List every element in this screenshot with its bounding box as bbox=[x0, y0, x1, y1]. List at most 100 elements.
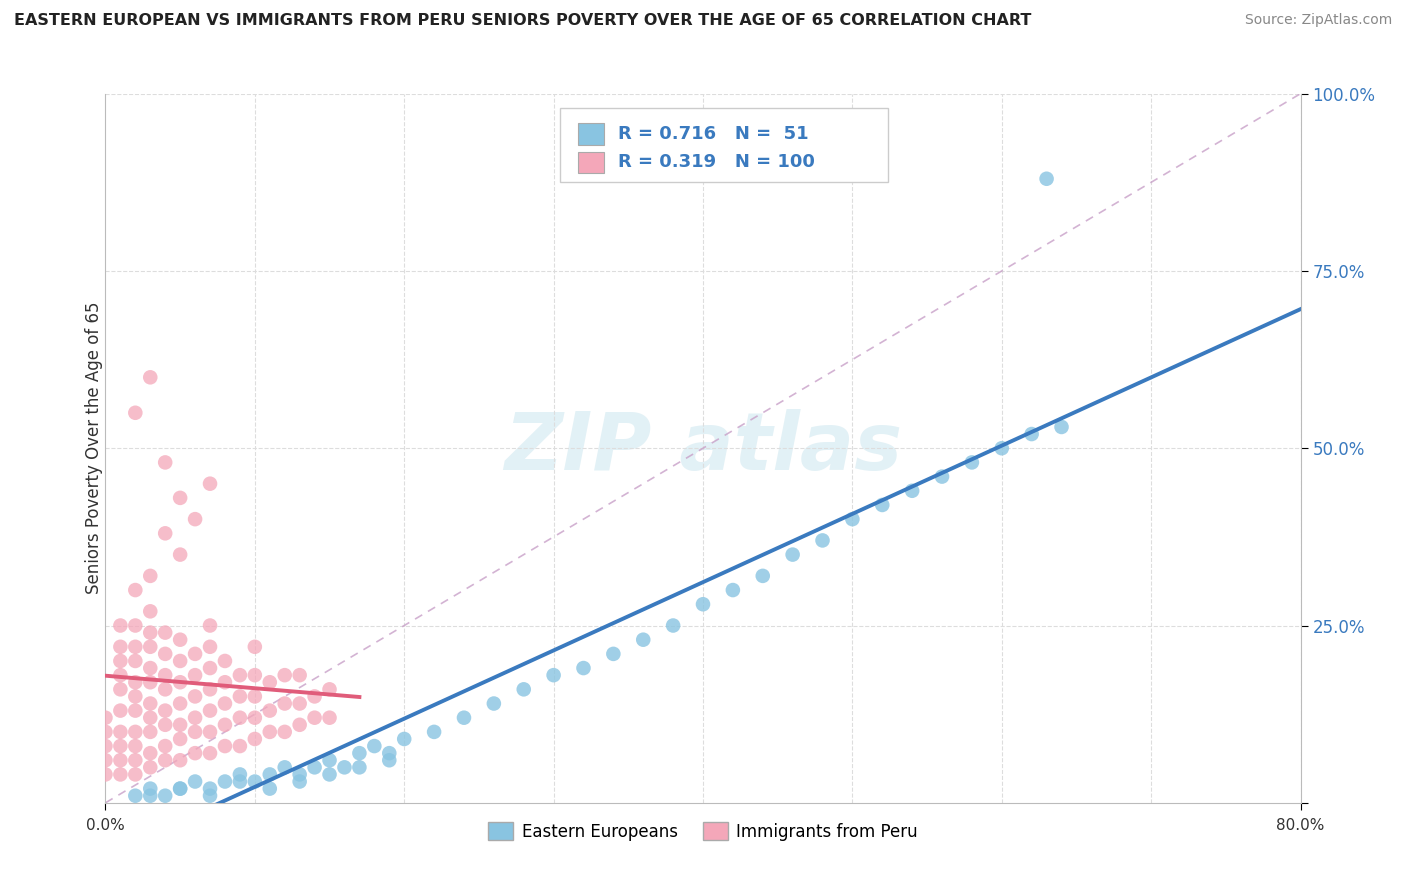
Point bbox=[184, 774, 207, 789]
Point bbox=[155, 455, 177, 469]
Point bbox=[1021, 427, 1043, 442]
Point bbox=[288, 718, 311, 732]
Point bbox=[243, 668, 266, 682]
Point bbox=[273, 668, 295, 682]
Point bbox=[169, 654, 191, 668]
Point bbox=[721, 583, 744, 598]
Point bbox=[394, 731, 416, 746]
Point bbox=[94, 767, 117, 781]
Point bbox=[229, 690, 252, 704]
Point bbox=[94, 753, 117, 767]
Point bbox=[169, 781, 191, 796]
Point bbox=[169, 632, 191, 647]
Point bbox=[273, 724, 295, 739]
Point bbox=[155, 789, 177, 803]
Point bbox=[124, 739, 146, 753]
Point bbox=[139, 604, 162, 618]
Text: ZIP atlas: ZIP atlas bbox=[503, 409, 903, 487]
Point bbox=[214, 774, 236, 789]
Point bbox=[94, 711, 117, 725]
Point bbox=[110, 654, 132, 668]
Point bbox=[184, 690, 207, 704]
Point bbox=[259, 724, 281, 739]
Point bbox=[155, 682, 177, 697]
Point bbox=[229, 774, 252, 789]
Point bbox=[139, 640, 162, 654]
Point bbox=[288, 774, 311, 789]
Point bbox=[304, 711, 326, 725]
Point bbox=[901, 483, 924, 498]
Point bbox=[139, 675, 162, 690]
Point bbox=[139, 370, 162, 384]
Point bbox=[169, 548, 191, 562]
Point bbox=[94, 724, 117, 739]
Point bbox=[139, 789, 162, 803]
Point bbox=[124, 654, 146, 668]
Point bbox=[94, 739, 117, 753]
FancyBboxPatch shape bbox=[560, 108, 889, 182]
Point bbox=[110, 739, 132, 753]
Point bbox=[229, 668, 252, 682]
Point bbox=[243, 640, 266, 654]
Point bbox=[139, 724, 162, 739]
Point bbox=[423, 724, 446, 739]
Point bbox=[124, 583, 146, 598]
Point bbox=[572, 661, 595, 675]
Point bbox=[184, 668, 207, 682]
Point bbox=[229, 711, 252, 725]
Point bbox=[124, 406, 146, 420]
Point bbox=[198, 682, 221, 697]
Point bbox=[259, 781, 281, 796]
Point bbox=[155, 625, 177, 640]
Point bbox=[155, 718, 177, 732]
Point bbox=[243, 774, 266, 789]
Point bbox=[184, 746, 207, 760]
Point bbox=[318, 753, 340, 767]
Point bbox=[243, 711, 266, 725]
Point bbox=[110, 618, 132, 632]
Point bbox=[811, 533, 834, 548]
Point bbox=[139, 697, 162, 711]
Point bbox=[198, 746, 221, 760]
Point bbox=[214, 697, 236, 711]
Point bbox=[363, 739, 385, 753]
Point bbox=[169, 753, 191, 767]
Point bbox=[229, 767, 252, 781]
Point bbox=[692, 597, 714, 611]
Text: EASTERN EUROPEAN VS IMMIGRANTS FROM PERU SENIORS POVERTY OVER THE AGE OF 65 CORR: EASTERN EUROPEAN VS IMMIGRANTS FROM PERU… bbox=[14, 13, 1032, 29]
Point bbox=[110, 704, 132, 718]
Point bbox=[931, 469, 953, 483]
Point bbox=[602, 647, 624, 661]
Point bbox=[960, 455, 983, 469]
Point bbox=[273, 760, 295, 774]
Point bbox=[169, 697, 191, 711]
Point bbox=[304, 760, 326, 774]
Point bbox=[453, 711, 475, 725]
Point bbox=[198, 789, 221, 803]
Point bbox=[841, 512, 863, 526]
Point bbox=[513, 682, 536, 697]
Legend: Eastern Europeans, Immigrants from Peru: Eastern Europeans, Immigrants from Peru bbox=[482, 815, 924, 847]
Point bbox=[198, 640, 221, 654]
Point bbox=[139, 746, 162, 760]
Point bbox=[139, 569, 162, 583]
Point bbox=[198, 781, 221, 796]
Point bbox=[169, 675, 191, 690]
Point bbox=[124, 640, 146, 654]
Point bbox=[288, 697, 311, 711]
Point bbox=[169, 718, 191, 732]
Point bbox=[110, 724, 132, 739]
Point bbox=[169, 781, 191, 796]
FancyBboxPatch shape bbox=[578, 152, 603, 173]
Point bbox=[110, 640, 132, 654]
Point bbox=[243, 731, 266, 746]
Point bbox=[288, 767, 311, 781]
Point bbox=[214, 718, 236, 732]
Point bbox=[229, 739, 252, 753]
Point bbox=[155, 704, 177, 718]
Point bbox=[155, 668, 177, 682]
Point bbox=[155, 739, 177, 753]
Point bbox=[259, 675, 281, 690]
Point bbox=[155, 753, 177, 767]
Point bbox=[110, 668, 132, 682]
